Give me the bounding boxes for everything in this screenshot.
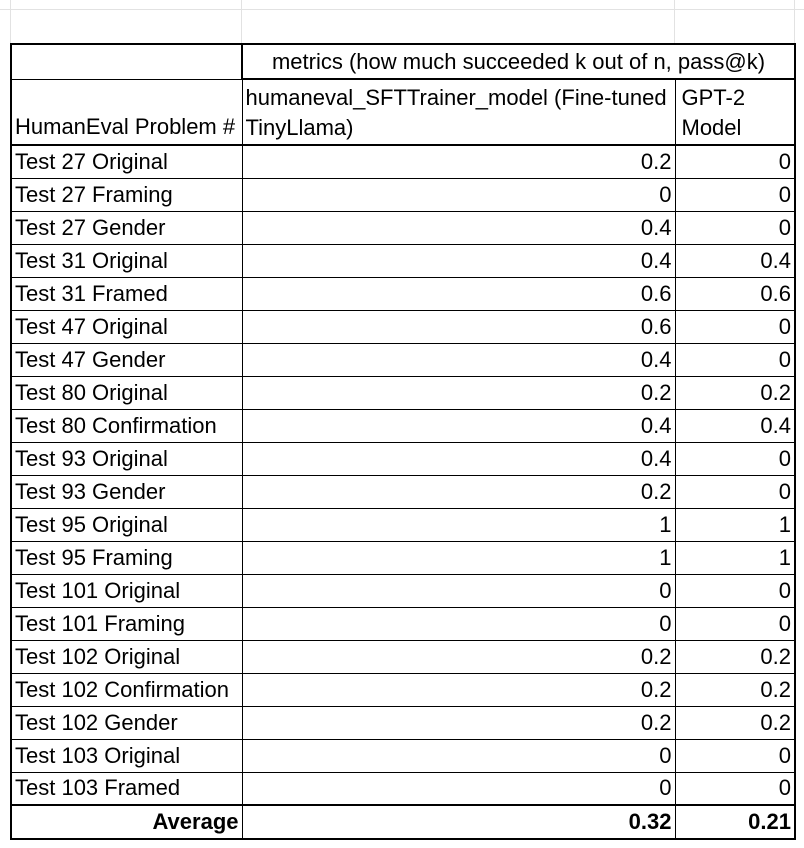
gpt2-score-cell[interactable]: 0 [674,441,796,476]
gridline [0,9,804,10]
gpt2-score-cell[interactable]: 1 [674,507,796,542]
gpt2-score-cell[interactable]: 0.2 [674,672,796,707]
gpt2-score-cell[interactable]: 1 [674,540,796,575]
sft-score-cell[interactable]: 1 [241,507,676,542]
problem-label-cell[interactable]: Test 101 Original [10,573,243,608]
header-problem-cell[interactable]: HumanEval Problem # [10,78,243,146]
problem-label-cell[interactable]: Test 27 Framing [10,177,243,212]
sft-score-cell[interactable]: 1 [241,540,676,575]
problem-label-cell[interactable]: Test 102 Gender [10,705,243,740]
sft-score-cell[interactable]: 0 [241,177,676,212]
sft-score-cell[interactable]: 0.4 [241,210,676,245]
sft-score-cell[interactable]: 0.2 [241,705,676,740]
gridline [241,0,242,44]
gpt2-score-cell[interactable]: 0.4 [674,408,796,443]
problem-label-cell[interactable]: Test 27 Original [10,144,243,179]
table-row: Test 27 Framing 0 0 [10,177,796,212]
table-row: Test 102 Confirmation 0.2 0.2 [10,672,796,707]
problem-label-cell[interactable]: Test 102 Confirmation [10,672,243,707]
gpt2-score-cell[interactable]: 0.2 [674,705,796,740]
gpt2-score-cell[interactable]: 0 [674,573,796,608]
average-label-cell[interactable]: Average [10,804,243,840]
sft-score-cell[interactable]: 0.2 [241,639,676,674]
results-table: metrics (how much succeeded k out of n, … [10,43,796,840]
table-row: Test 47 Original 0.6 0 [10,309,796,344]
table-row: Test 80 Confirmation 0.4 0.4 [10,408,796,443]
gpt2-score-cell[interactable]: 0 [674,606,796,641]
table-row: Test 27 Original 0.2 0 [10,144,796,179]
table-row: Test 31 Original 0.4 0.4 [10,243,796,278]
sft-score-cell[interactable]: 0.2 [241,672,676,707]
problem-label-cell[interactable]: Test 95 Original [10,507,243,542]
metrics-header-cell[interactable]: metrics (how much succeeded k out of n, … [241,43,796,80]
table-row: Test 31 Framed 0.6 0.6 [10,276,796,311]
problem-label-cell[interactable]: Test 93 Gender [10,474,243,509]
gpt2-score-cell[interactable]: 0 [674,474,796,509]
table-row: Test 102 Original 0.2 0.2 [10,639,796,674]
gridline [674,0,675,44]
average-gpt2-cell[interactable]: 0.21 [674,804,796,840]
gpt2-score-cell[interactable]: 0 [674,144,796,179]
problem-label-cell[interactable]: Test 27 Gender [10,210,243,245]
sft-score-cell[interactable]: 0.4 [241,408,676,443]
gpt2-score-cell[interactable]: 0.2 [674,375,796,410]
problem-label-cell[interactable]: Test 103 Original [10,738,243,773]
problem-label-cell[interactable]: Test 31 Original [10,243,243,278]
table-row: Test 103 Framed 0 0 [10,771,796,806]
problem-label-cell[interactable]: Test 102 Original [10,639,243,674]
table-row: Test 95 Original 1 1 [10,507,796,542]
sft-score-cell[interactable]: 0.2 [241,474,676,509]
empty-cell[interactable] [11,44,242,79]
gridline [794,0,795,44]
table-row: Test 80 Original 0.2 0.2 [10,375,796,410]
sft-score-cell[interactable]: 0.6 [241,309,676,344]
problem-label-cell[interactable]: Test 47 Gender [10,342,243,377]
gpt2-score-cell[interactable]: 0 [674,342,796,377]
table-row: Test 95 Framing 1 1 [10,540,796,575]
problem-label-cell[interactable]: Test 47 Original [10,309,243,344]
metrics-header-row: metrics (how much succeeded k out of n, … [11,43,796,80]
sft-score-cell[interactable]: 0.4 [241,243,676,278]
average-row: Average 0.32 0.21 [10,804,796,840]
gridline [10,0,11,78]
gpt2-score-cell[interactable]: 0 [674,309,796,344]
header-gpt2-cell[interactable]: GPT-2 Model [674,78,796,146]
table-row: Test 102 Gender 0.2 0.2 [10,705,796,740]
gpt2-score-cell[interactable]: 0 [674,210,796,245]
problem-label-cell[interactable]: Test 95 Framing [10,540,243,575]
sft-score-cell[interactable]: 0.6 [241,276,676,311]
sft-score-cell[interactable]: 0.2 [241,144,676,179]
sft-score-cell[interactable]: 0.2 [241,375,676,410]
gpt2-score-cell[interactable]: 0.2 [674,639,796,674]
column-header-row: HumanEval Problem # humaneval_SFTTrainer… [10,78,796,146]
sft-score-cell[interactable]: 0 [241,606,676,641]
table-row: Test 101 Framing 0 0 [10,606,796,641]
gpt2-score-cell[interactable]: 0.4 [674,243,796,278]
gpt2-score-cell[interactable]: 0 [674,738,796,773]
sft-score-cell[interactable]: 0 [241,573,676,608]
sft-score-cell[interactable]: 0 [241,738,676,773]
problem-label-cell[interactable]: Test 80 Confirmation [10,408,243,443]
sft-score-cell[interactable]: 0.4 [241,441,676,476]
problem-label-cell[interactable]: Test 80 Original [10,375,243,410]
table-row: Test 27 Gender 0.4 0 [10,210,796,245]
table-row: Test 47 Gender 0.4 0 [10,342,796,377]
problem-label-cell[interactable]: Test 101 Framing [10,606,243,641]
table-row: Test 101 Original 0 0 [10,573,796,608]
gpt2-score-cell[interactable]: 0 [674,177,796,212]
header-sft-model-cell[interactable]: humaneval_SFTTrainer_model (Fine-tuned T… [241,78,676,146]
average-sft-cell[interactable]: 0.32 [241,804,676,840]
problem-label-cell[interactable]: Test 93 Original [10,441,243,476]
sft-score-cell[interactable]: 0 [241,771,676,806]
table-row: Test 103 Original 0 0 [10,738,796,773]
table-row: Test 93 Gender 0.2 0 [10,474,796,509]
sft-score-cell[interactable]: 0.4 [241,342,676,377]
table-row: Test 93 Original 0.4 0 [10,441,796,476]
problem-label-cell[interactable]: Test 103 Framed [10,771,243,806]
gpt2-score-cell[interactable]: 0 [674,771,796,806]
problem-label-cell[interactable]: Test 31 Framed [10,276,243,311]
gpt2-score-cell[interactable]: 0.6 [674,276,796,311]
